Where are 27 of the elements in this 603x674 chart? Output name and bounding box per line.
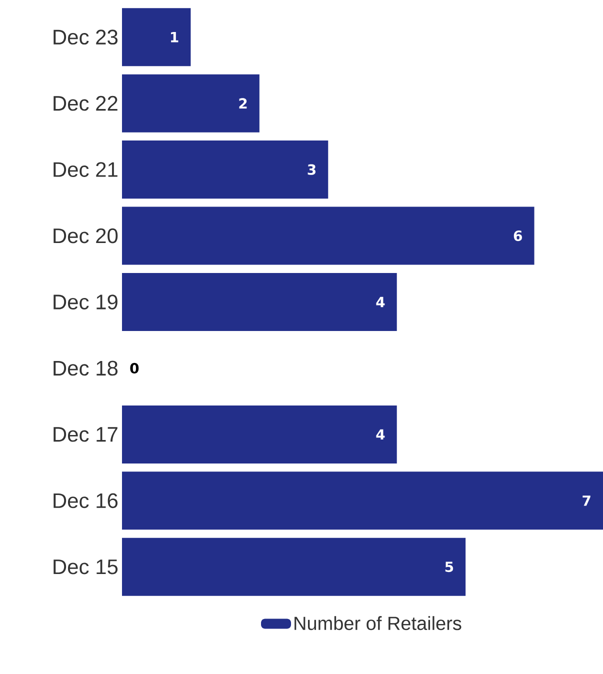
y-tick-label: Dec 22 xyxy=(54,96,118,111)
data-label: 3 xyxy=(308,164,316,175)
bar xyxy=(122,74,260,132)
data-label: 4 xyxy=(376,296,385,308)
bar xyxy=(122,140,328,199)
data-label: 5 xyxy=(445,562,454,572)
y-tick-label: Dec 18 xyxy=(54,360,118,376)
data-label: 6 xyxy=(514,230,522,242)
bar xyxy=(122,206,534,265)
data-label: 0 xyxy=(130,362,139,374)
y-tick-label: Dec 17 xyxy=(54,427,118,442)
y-tick-label: Dec 16 xyxy=(54,493,118,508)
y-tick-label: Dec 23 xyxy=(54,30,118,45)
y-tick-label: Dec 20 xyxy=(54,228,118,244)
data-label: 4 xyxy=(376,429,385,440)
legend-label: Number of Retailers xyxy=(294,616,462,630)
bar xyxy=(122,538,466,596)
bar xyxy=(122,273,397,332)
bar xyxy=(122,472,603,530)
y-tick-label: Dec 19 xyxy=(54,294,118,310)
data-label: 7 xyxy=(582,496,590,506)
bar xyxy=(122,8,191,66)
data-label: 1 xyxy=(171,32,178,42)
y-tick-label: Dec 21 xyxy=(54,162,118,177)
y-tick-label: Dec 15 xyxy=(54,560,118,574)
bar xyxy=(122,405,397,464)
data-label: 2 xyxy=(239,98,247,109)
